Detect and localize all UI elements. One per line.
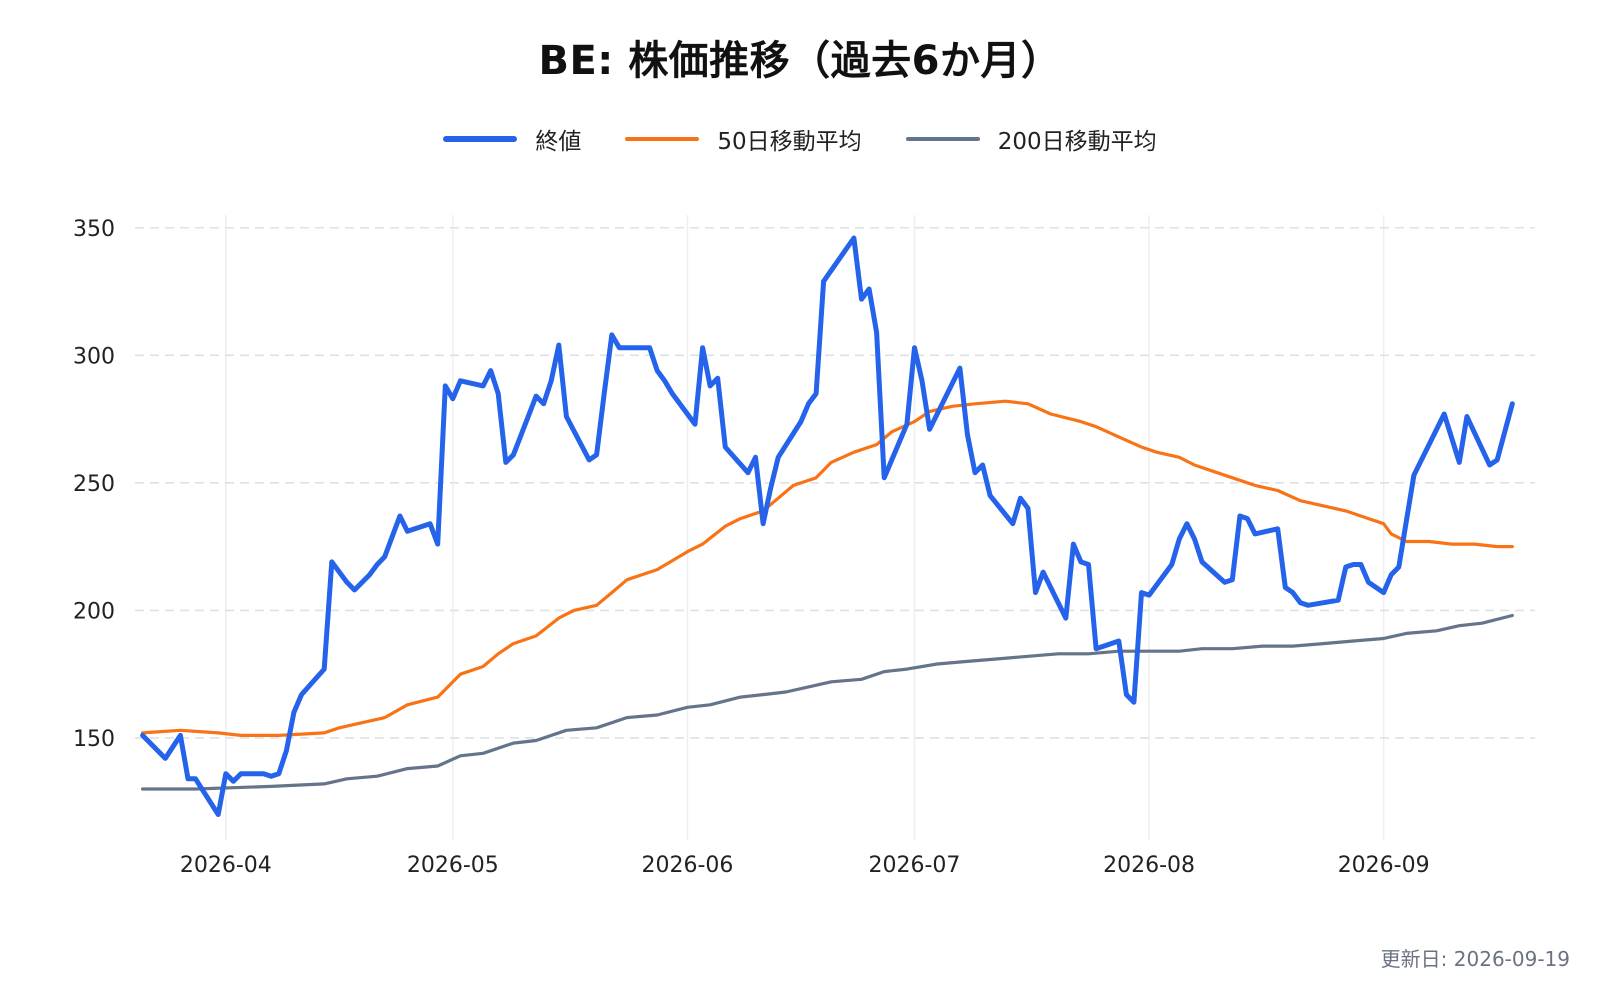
x-tick-label: 2026-09 (1338, 853, 1430, 878)
close-price-line (140, 235, 1515, 817)
y-tick-label: 300 (73, 344, 115, 369)
ma50-line (141, 399, 1514, 738)
chart-title: BE: 株価推移（過去6か月） (538, 38, 1062, 84)
legend-item-ma200: 200日移動平均 (905, 122, 1157, 156)
y-tick-label: 250 (73, 472, 115, 497)
legend-label: 終値 (535, 129, 582, 155)
legend-label: 50日移動平均 (717, 129, 862, 155)
axis-ticks: 2026-04 2026-05 2026-06 2026-07 2026-08 2026-… (73, 217, 1430, 878)
grid-lines (135, 215, 1535, 840)
x-tick-label: 2026-06 (641, 853, 733, 878)
y-tick-label: 350 (73, 217, 115, 242)
series-lines (140, 235, 1515, 817)
chart-legend: 終値 50日移動平均 200日移動平均 (0, 122, 1600, 156)
x-tick-label: 2026-07 (868, 853, 960, 878)
legend-swatch (625, 137, 700, 141)
legend-swatch (905, 137, 980, 141)
updated-date: 更新日: 2026-09-19 (1380, 947, 1570, 971)
x-tick-label: 2026-08 (1103, 853, 1195, 878)
legend-item-ma50: 50日移動平均 (625, 122, 862, 156)
x-tick-label: 2026-05 (407, 853, 499, 878)
ma200-line (141, 613, 1514, 791)
legend-swatch (443, 136, 518, 142)
legend-item-close-price: 終値 (443, 122, 581, 156)
y-tick-label: 150 (73, 727, 115, 752)
legend-label: 200日移動平均 (997, 129, 1157, 155)
x-tick-label: 2026-04 (180, 853, 272, 878)
y-tick-label: 200 (73, 599, 115, 624)
